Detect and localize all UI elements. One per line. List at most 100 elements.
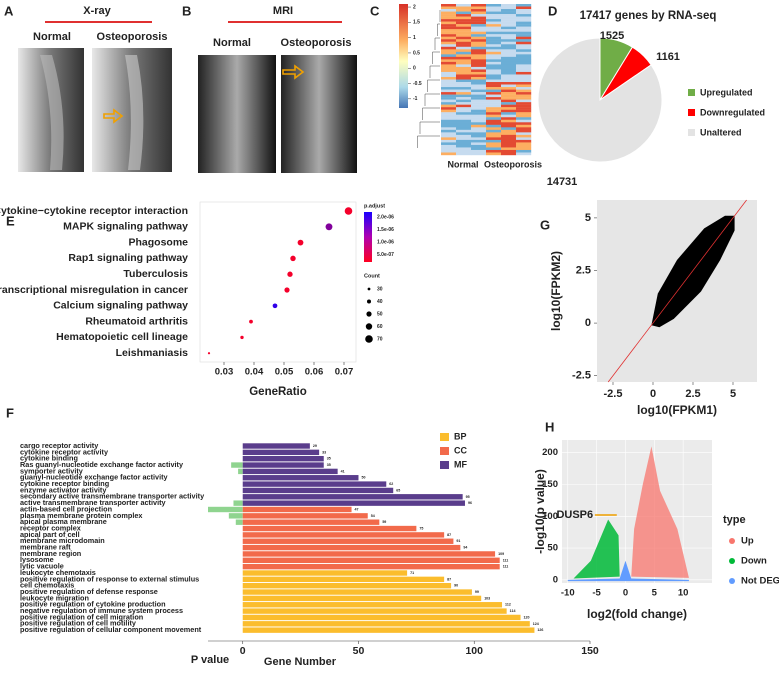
- y-tick-label: 200: [542, 447, 558, 458]
- heatmap-cell: [516, 6, 532, 10]
- y-tick-label: apical part of cell: [20, 530, 80, 539]
- dendrogram: [419, 121, 440, 134]
- data-label: 50: [361, 476, 365, 480]
- legend-label: Up: [741, 536, 754, 547]
- legend-label: Unaltered: [700, 127, 742, 137]
- heatmap-cell: [471, 87, 487, 90]
- heatmap-cell: [486, 124, 502, 128]
- heatmap-cell: [516, 44, 532, 47]
- heatmap-cell: [501, 41, 517, 45]
- data-label: 90: [454, 584, 458, 588]
- y-tick-label: cell chemotaxis: [20, 581, 74, 590]
- heatmap-cell: [441, 31, 457, 35]
- heatmap-cell: [516, 79, 532, 83]
- heatmap-cell: [516, 124, 532, 128]
- y-tick-label: positive regulation of cytokine producti…: [20, 600, 166, 609]
- heatmap-cell: [471, 61, 487, 65]
- arrow: [103, 108, 124, 124]
- y-tick-label: Phagosome: [128, 236, 188, 248]
- y-tick-label: active transmembrane transporter activit…: [20, 498, 167, 507]
- bar: [242, 506, 352, 513]
- x-tick-label: 10: [678, 588, 689, 599]
- colorbar-tick-label: 0: [413, 66, 416, 72]
- y-tick-label: 2.5: [576, 264, 591, 276]
- heatmap-cell: [471, 134, 487, 138]
- heatmap-cell: [471, 149, 487, 153]
- heatmap-cell: [441, 92, 457, 95]
- heatmap-cell: [471, 46, 487, 50]
- legend-label: 2.0e-06: [377, 214, 394, 220]
- legend-label: Upregulated: [700, 87, 753, 97]
- dendrogram: [422, 107, 440, 120]
- legend-label: 40: [377, 299, 383, 305]
- heatmap-cell: [486, 137, 502, 141]
- legend-swatch: [440, 461, 449, 469]
- heatmap-cell: [471, 82, 487, 85]
- heatmap-cell: [516, 122, 532, 125]
- heatmap-cell: [501, 129, 517, 133]
- heatmap-cell: [441, 9, 457, 12]
- heatmap-cell: [501, 36, 517, 40]
- heatmap-cell: [471, 14, 487, 17]
- heatmap-cell: [516, 26, 532, 30]
- y-tick-label: -2.5: [572, 370, 591, 382]
- y-tick-label: apical plasma membrane: [20, 517, 107, 526]
- heatmap-cell: [501, 89, 517, 93]
- y-axis-title: -log10(p value): [533, 469, 547, 554]
- spine-shadow: [125, 55, 144, 170]
- heatmap-cell: [486, 109, 502, 113]
- bar: [242, 595, 482, 602]
- heatmap-cell: [471, 69, 487, 73]
- panel-label: A: [4, 3, 14, 18]
- heatmap-cell: [456, 142, 472, 146]
- heatmap-cell: [501, 71, 517, 75]
- y-tick-label: Ras guanyl-nucleotide exchange factor ac…: [20, 460, 184, 469]
- heatmap-cell: [501, 74, 517, 78]
- heatmap-cell: [471, 21, 487, 25]
- heatmap-cell: [441, 109, 457, 113]
- heatmap-cell: [441, 104, 457, 108]
- heatmap-cell: [501, 54, 517, 58]
- data-label: 14731: [547, 176, 578, 188]
- y-tick-label: cytokine receptor activity: [20, 447, 109, 456]
- heatmap-cell: [516, 69, 532, 73]
- heatmap-cell: [456, 79, 472, 83]
- data-label: 95: [466, 495, 470, 499]
- data-label: 35: [327, 457, 331, 461]
- heatmap-cell: [441, 97, 457, 100]
- heatmap-cell: [441, 66, 457, 70]
- heatmap-cell: [471, 11, 487, 15]
- legend-label: 70: [377, 336, 383, 342]
- p-value-bar: [208, 506, 243, 513]
- bar: [242, 614, 521, 621]
- heatmap-cell: [456, 11, 472, 15]
- heatmap-cell: [456, 144, 472, 148]
- heatmap-cell: [441, 144, 457, 148]
- legend-dot: [366, 311, 372, 317]
- data-label: 126: [537, 628, 543, 632]
- heatmap-cell: [441, 34, 457, 37]
- heatmap-cell: [516, 4, 532, 7]
- heatmap-cell: [486, 129, 502, 133]
- heatmap-cell: [516, 41, 532, 45]
- bar: [242, 570, 408, 576]
- heatmap-cell: [486, 94, 502, 98]
- heatmap-cell: [471, 71, 487, 75]
- heatmap-cell: [516, 82, 532, 85]
- data-label: 62: [389, 482, 393, 486]
- heatmap-cell: [486, 107, 502, 110]
- heatmap-cell: [486, 34, 502, 37]
- bar: [242, 475, 359, 481]
- heatmap-cell: [456, 19, 472, 22]
- y-tick-label: Transcriptional misregulation in cancer: [0, 284, 188, 296]
- heatmap-cell: [516, 87, 532, 90]
- heatmap-cell: [486, 14, 502, 17]
- heatmap-cell: [501, 4, 517, 7]
- p-value-bar: [235, 519, 243, 525]
- heatmap-cell: [441, 24, 457, 27]
- legend-label: Not DEG: [741, 576, 779, 587]
- heatmap-cell: [486, 82, 502, 85]
- heatmap-cell: [516, 149, 532, 153]
- bar: [242, 525, 417, 532]
- heatmap-cell: [486, 139, 502, 143]
